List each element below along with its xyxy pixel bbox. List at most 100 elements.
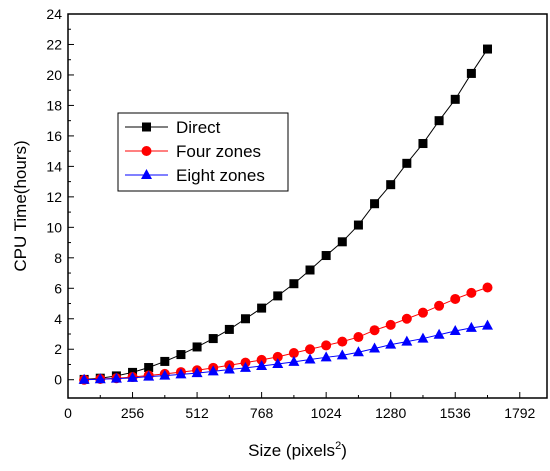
data-point bbox=[191, 367, 203, 378]
data-point bbox=[401, 335, 413, 346]
x-tick-label: 768 bbox=[250, 405, 274, 421]
data-point bbox=[289, 279, 299, 289]
data-point bbox=[160, 356, 170, 366]
data-point bbox=[305, 344, 316, 355]
data-point bbox=[417, 332, 429, 343]
data-point bbox=[78, 373, 90, 384]
data-point bbox=[450, 94, 460, 104]
y-tick-label: 18 bbox=[46, 97, 62, 113]
data-point bbox=[418, 139, 428, 149]
data-point bbox=[176, 350, 186, 360]
data-point bbox=[482, 319, 494, 330]
data-point bbox=[192, 342, 202, 352]
data-point bbox=[337, 237, 347, 247]
plot-frame bbox=[67, 13, 548, 399]
data-point bbox=[257, 303, 267, 313]
y-tick-label: 20 bbox=[46, 67, 62, 83]
data-point bbox=[337, 336, 348, 347]
x-tick-label: 1280 bbox=[375, 405, 406, 421]
series-eight-zones bbox=[78, 319, 494, 384]
y-tick-label: 8 bbox=[54, 250, 62, 266]
x-tick-label: 1024 bbox=[311, 405, 342, 421]
y-tick-label: 16 bbox=[46, 128, 62, 144]
x-tick-label: 1792 bbox=[504, 405, 535, 421]
legend-label: Direct bbox=[176, 118, 221, 137]
data-point bbox=[94, 373, 106, 384]
y-tick-label: 14 bbox=[46, 158, 62, 174]
data-point bbox=[256, 354, 267, 365]
data-point bbox=[272, 358, 284, 369]
data-point bbox=[353, 332, 364, 343]
y-tick-label: 2 bbox=[54, 341, 62, 357]
data-point bbox=[401, 313, 412, 324]
y-tick-label: 22 bbox=[46, 36, 62, 52]
data-point bbox=[207, 365, 219, 376]
data-point bbox=[273, 291, 283, 301]
data-point bbox=[466, 287, 477, 298]
data-point bbox=[465, 321, 477, 332]
data-point bbox=[385, 338, 397, 349]
data-point bbox=[208, 334, 218, 344]
legend-label: Eight zones bbox=[176, 166, 265, 185]
data-point bbox=[288, 348, 299, 359]
data-point bbox=[223, 363, 235, 374]
x-tick-label: 512 bbox=[185, 405, 209, 421]
x-axis-title: Size (pixels2) bbox=[248, 440, 347, 460]
x-axis-title-main: Size (pixels bbox=[248, 441, 335, 460]
legend-item: Eight zones bbox=[125, 166, 265, 185]
data-point bbox=[321, 340, 332, 351]
data-point bbox=[110, 372, 122, 383]
data-point bbox=[386, 180, 396, 190]
x-tick-label: 0 bbox=[64, 405, 72, 421]
data-point bbox=[417, 307, 428, 318]
data-point bbox=[224, 324, 234, 334]
legend-marker bbox=[142, 122, 151, 132]
y-tick-label: 0 bbox=[54, 372, 62, 388]
legend-item: Direct bbox=[125, 118, 221, 137]
legend-marker bbox=[141, 169, 152, 179]
y-tick-label: 24 bbox=[46, 6, 62, 22]
y-tick-label: 6 bbox=[54, 280, 62, 296]
data-point bbox=[434, 116, 444, 126]
data-point bbox=[256, 360, 268, 370]
y-tick-label: 10 bbox=[46, 219, 62, 235]
data-point bbox=[288, 355, 300, 366]
x-tick-label: 256 bbox=[121, 405, 145, 421]
data-point bbox=[369, 342, 381, 353]
data-point bbox=[450, 293, 461, 304]
legend-item: Four zones bbox=[125, 142, 261, 161]
data-point bbox=[369, 325, 380, 336]
data-point bbox=[143, 370, 155, 381]
data-point bbox=[336, 349, 348, 360]
data-point bbox=[239, 361, 251, 372]
data-point bbox=[240, 314, 250, 324]
y-tick-label: 4 bbox=[54, 311, 62, 327]
x-axis-title-superscript: 2 bbox=[335, 440, 341, 452]
data-point bbox=[144, 363, 154, 373]
x-axis-title-close: ) bbox=[341, 441, 347, 460]
data-point bbox=[320, 351, 332, 362]
y-axis-title: CPU Time(hours) bbox=[11, 140, 30, 271]
data-point bbox=[353, 220, 363, 230]
axis-ticks: 0 256 512 768 1024 1280 1536 179202468101214161… bbox=[46, 6, 535, 421]
data-point bbox=[483, 44, 493, 54]
data-point bbox=[466, 68, 476, 78]
data-point bbox=[434, 300, 445, 311]
y-tick-label: 12 bbox=[46, 189, 62, 205]
data-point bbox=[433, 328, 445, 339]
data-point bbox=[402, 158, 412, 168]
data-point bbox=[304, 353, 316, 364]
x-tick-label: 1536 bbox=[440, 405, 471, 421]
data-point bbox=[175, 368, 187, 379]
data-point bbox=[127, 371, 139, 382]
data-point bbox=[370, 199, 380, 209]
data-point bbox=[385, 319, 396, 330]
legend-marker bbox=[141, 146, 152, 156]
data-point bbox=[305, 265, 315, 275]
data-point bbox=[482, 282, 493, 293]
data-point bbox=[352, 346, 364, 357]
legend: Direct Four zones Eight zones bbox=[117, 112, 289, 192]
series-direct bbox=[79, 44, 493, 384]
data-point bbox=[272, 351, 283, 362]
